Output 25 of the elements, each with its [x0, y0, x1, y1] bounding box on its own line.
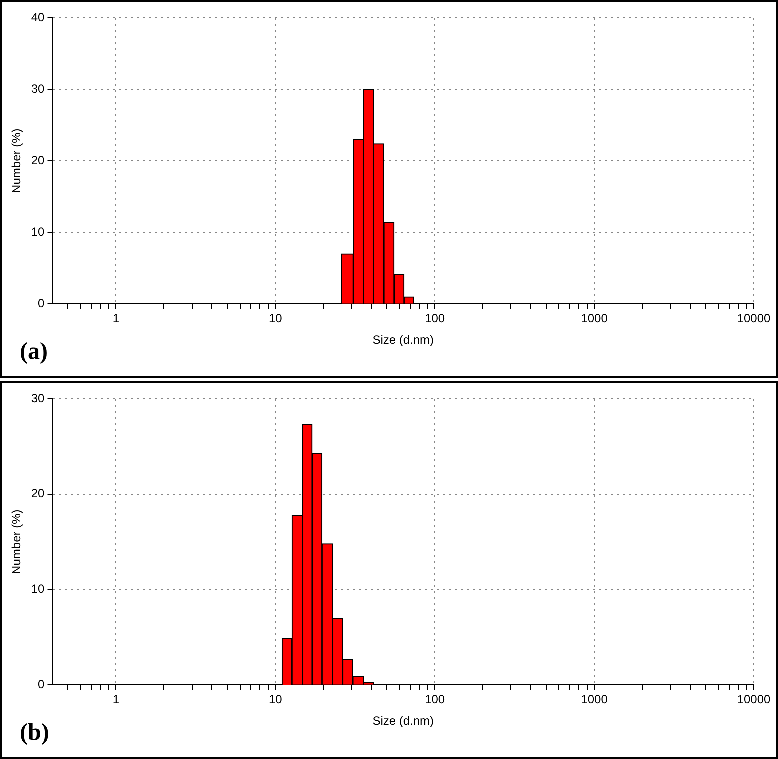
x-tick-label: 100	[425, 312, 446, 326]
x-axis-title: Size (d.nm)	[372, 333, 434, 348]
x-tick-label: 10000	[737, 312, 772, 326]
y-tick-label: 10	[31, 224, 46, 239]
x-tick-label: 1	[112, 692, 120, 707]
y-tick-label: 40	[31, 10, 46, 24]
y-axis-title: Number (%)	[10, 128, 24, 194]
x-tick-label: 10	[268, 692, 283, 707]
y-tick-label: 30	[31, 391, 46, 406]
text: (a)	[20, 339, 48, 366]
x-tick-label: 10	[268, 312, 283, 326]
y-tick-label: 0	[38, 296, 46, 311]
x-tick-label: 1000	[581, 692, 608, 707]
y-axis-title: Number (%)	[10, 510, 24, 574]
text: (b)	[20, 720, 50, 747]
x-tick-label: 100	[425, 692, 446, 707]
x-tick-label: 1	[112, 312, 120, 326]
y-tick-label: 20	[31, 486, 46, 501]
y-tick-label: 20	[31, 153, 46, 168]
y-tick-label: 0	[38, 678, 46, 692]
x-tick-label: 1000	[581, 312, 608, 326]
y-tick-label: 10	[31, 582, 46, 596]
x-tick-label: 10000	[737, 692, 772, 707]
y-tick-label: 30	[31, 82, 46, 96]
x-axis-title: Size (d.nm)	[372, 714, 434, 728]
